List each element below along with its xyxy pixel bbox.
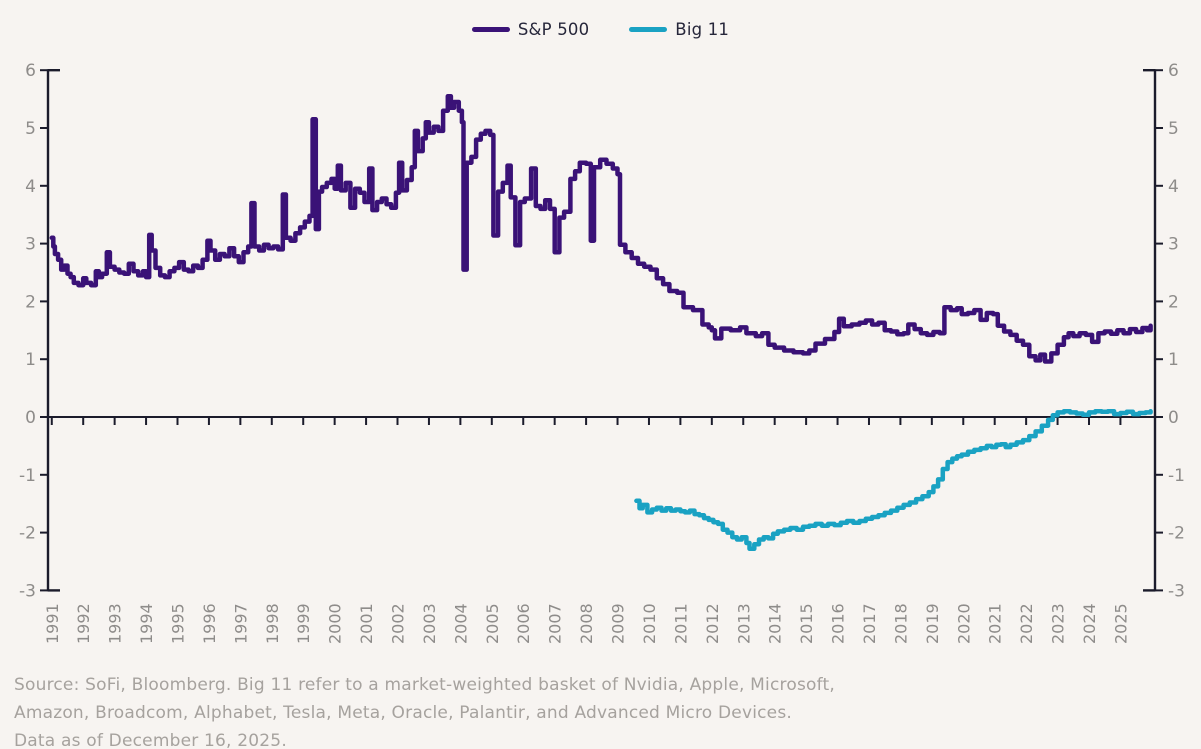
x-axis-year-label: 1992 <box>74 603 93 644</box>
y-axis-label-left: 6 <box>25 61 36 81</box>
y-axis-label-right: 5 <box>1168 119 1179 139</box>
y-axis-label-left: 1 <box>25 350 36 370</box>
x-axis-year-label: 1997 <box>231 603 250 644</box>
source-note-line-1: Source: SoFi, Bloomberg. Big 11 refer to… <box>14 675 835 695</box>
y-axis-label-left: 2 <box>25 292 36 312</box>
y-axis-label-right: 1 <box>1168 350 1179 370</box>
y-axis-label-right: 4 <box>1168 177 1179 197</box>
x-axis-year-label: 2009 <box>609 603 628 644</box>
line-chart-plot: 6 5 4 3 2 1 0 -1 -2 -3 6 5 4 3 2 1 0 -1 -2 -3 1991 1992 1993 19… <box>19 61 1185 644</box>
x-axis-year-label: 2014 <box>766 603 785 644</box>
big11-line <box>634 408 1153 552</box>
x-axis-year-label: 1996 <box>200 603 219 644</box>
y-axis-label-left: 4 <box>25 177 36 197</box>
y-axis-label-right: 3 <box>1168 235 1179 255</box>
x-axis-year-label: 1999 <box>294 603 313 644</box>
sp500-line-swatch-icon <box>471 27 510 32</box>
x-axis-year-label: 2000 <box>326 603 345 644</box>
x-axis-year-label: 2021 <box>986 603 1005 644</box>
x-axis-year-label: 2007 <box>546 603 565 644</box>
x-axis-year-label: 2019 <box>923 603 942 644</box>
y-axis-label-left: -1 <box>19 466 36 486</box>
source-note-line-2: Amazon, Broadcom, Alphabet, Tesla, Meta,… <box>14 703 792 723</box>
y-axis-label-left: 5 <box>25 119 36 139</box>
y-axis-label-right: 2 <box>1168 292 1179 312</box>
y-axis-label-right: -2 <box>1168 524 1185 544</box>
y-axis-label-right: -3 <box>1168 581 1185 601</box>
legend-label-sp500: S&P 500 <box>517 20 590 39</box>
x-axis-year-label: 2017 <box>860 603 879 644</box>
x-axis-year-label: 2023 <box>1049 603 1068 644</box>
source-note-line-3: Data as of December 16, 2025. <box>14 731 287 749</box>
x-axis-year-label: 1995 <box>169 603 188 644</box>
x-axis-year-label: 2015 <box>797 603 816 644</box>
x-axis-year-label: 2016 <box>829 603 848 644</box>
x-axis-year-label: 1991 <box>43 603 62 644</box>
x-axis-year-label: 2018 <box>891 603 910 644</box>
legend-item-sp500: S&P 500 <box>471 20 590 39</box>
source-note: Source: SoFi, Bloomberg. Big 11 refer to… <box>14 671 835 749</box>
x-axis-year-label: 2003 <box>420 603 439 644</box>
x-axis-year-label: 2006 <box>514 603 533 644</box>
y-axis-label-right: 6 <box>1168 61 1179 81</box>
big11-line-swatch-icon <box>629 27 668 32</box>
x-axis-year-label: 2024 <box>1080 603 1099 644</box>
x-axis-year-label: 2010 <box>640 603 659 644</box>
x-axis-year-label: 2005 <box>483 603 502 644</box>
x-axis-year-label: 1998 <box>263 603 282 644</box>
x-axis-year-label: 2002 <box>389 603 408 644</box>
y-axis-label-left: -2 <box>19 524 36 544</box>
x-axis-year-label: 2013 <box>734 603 753 644</box>
y-axis-label-right: -1 <box>1168 466 1185 486</box>
legend-label-big11: Big 11 <box>675 20 730 39</box>
x-axis-year-label: 2020 <box>954 603 973 644</box>
x-axis-year-label: 2022 <box>1017 603 1036 644</box>
x-axis-year-label: 1994 <box>137 603 156 644</box>
x-axis-year-label: 2004 <box>451 603 470 644</box>
y-axis-label-right: 0 <box>1168 408 1179 428</box>
x-axis-year-label: 2011 <box>671 603 690 644</box>
legend-item-big11: Big 11 <box>629 20 729 39</box>
x-axis-year-label: 2008 <box>577 603 596 644</box>
y-axis-label-left: -3 <box>19 581 36 601</box>
x-axis-year-label: 2012 <box>703 603 722 644</box>
x-axis-year-label: 2001 <box>357 603 376 644</box>
series <box>49 93 1153 552</box>
y-axis-label-left: 0 <box>25 408 36 428</box>
axes: 6 5 4 3 2 1 0 -1 -2 -3 6 5 4 3 2 1 0 -1 -2 -3 1991 1992 1993 19… <box>19 61 1185 644</box>
y-axis-label-left: 3 <box>25 235 36 255</box>
x-axis-year-label: 2025 <box>1111 603 1130 644</box>
sp500-line <box>49 93 1153 364</box>
x-axis-year-label: 1993 <box>106 603 125 644</box>
chart-legend: S&P 500 Big 11 <box>0 20 1201 39</box>
